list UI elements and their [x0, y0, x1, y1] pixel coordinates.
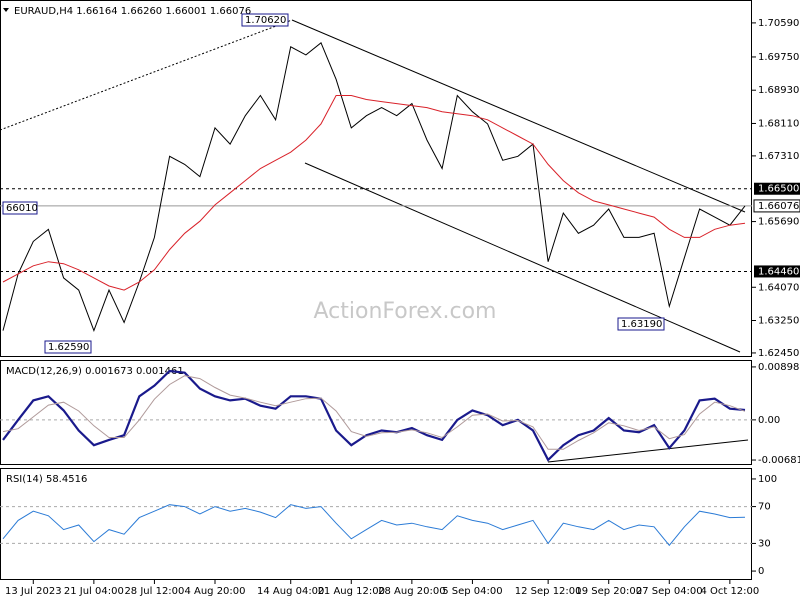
y-tick-label: 1.70590	[758, 18, 799, 29]
x-tick-label: 27 Sep 04:00	[636, 586, 703, 597]
panel-title: RSI(14) 58.4516	[6, 474, 87, 485]
panel	[0, 0, 752, 357]
trend-line	[291, 19, 746, 213]
last-box	[753, 199, 800, 213]
y-tick-label: 0.00	[758, 415, 780, 426]
trend-line	[304, 162, 741, 353]
x-tick-label: 12 Sep 12:00	[515, 586, 582, 597]
series-line	[2, 369, 746, 462]
annotation: 1.63190	[621, 319, 662, 330]
annotation-box	[617, 317, 665, 331]
x-tick-label: 14 Aug 04:00	[257, 586, 324, 597]
x-tick-label: 4 Aug 20:00	[184, 586, 245, 597]
y-tick-label: 30	[758, 538, 771, 549]
trend-line	[547, 439, 749, 463]
y-tick-label: 1.63250	[758, 316, 799, 327]
y-tick-label: 0	[758, 566, 764, 577]
y-tick-label: 100	[758, 474, 777, 485]
x-tick-label: 28 Jul 12:00	[124, 586, 184, 597]
series-line	[2, 504, 746, 547]
annotation: 1.62590	[48, 342, 89, 353]
y-tick-label: 1.68110	[758, 118, 799, 129]
x-tick-label: 13 Jul 2023	[5, 586, 62, 597]
series-line	[2, 375, 746, 450]
x-tick-label: 4 Oct 12:00	[700, 586, 759, 597]
y-tick-label: 1.62450	[758, 348, 799, 359]
annotation-box	[241, 13, 289, 27]
level-box	[754, 182, 800, 195]
annotation: 66010	[6, 203, 38, 214]
y-tick-label: 70	[758, 502, 771, 513]
annotation: 1.70620	[245, 15, 286, 26]
series-line	[2, 95, 746, 291]
y-tick-label: 1.64070	[758, 282, 799, 293]
y-tick-label: 1.69750	[758, 52, 799, 63]
panel	[0, 360, 752, 465]
annotation-box	[2, 201, 38, 215]
trend-line	[0, 19, 293, 131]
menu-icon	[3, 8, 9, 12]
x-tick-label: 21 Aug 12:00	[318, 586, 385, 597]
level-box	[754, 265, 800, 278]
y-tick-label: 0.008986	[758, 362, 800, 373]
level-label: 1.64460	[758, 266, 799, 277]
annotation-box	[44, 340, 92, 354]
panel-title: MACD(12,26,9) 0.001673 0.001461	[6, 366, 184, 377]
panel-title: EURAUD,H4 1.66164 1.66260 1.66001 1.6607…	[14, 6, 251, 17]
x-tick-label: 21 Jul 04:00	[64, 586, 124, 597]
y-tick-label: 1.67310	[758, 151, 799, 162]
panel	[0, 468, 752, 580]
y-tick-label: 1.65690	[758, 217, 799, 228]
x-tick-label: 19 Sep 20:00	[575, 586, 642, 597]
watermark: ActionForex.com	[314, 299, 497, 324]
series-line	[2, 41, 746, 333]
last-label: 1.66076	[758, 201, 799, 212]
y-tick-label: -0.006816	[758, 455, 800, 466]
y-tick-label: 1.68930	[758, 85, 799, 96]
x-tick-label: 28 Aug 20:00	[378, 586, 445, 597]
x-tick-label: 5 Sep 04:00	[442, 586, 502, 597]
level-label: 1.66500	[758, 184, 799, 195]
